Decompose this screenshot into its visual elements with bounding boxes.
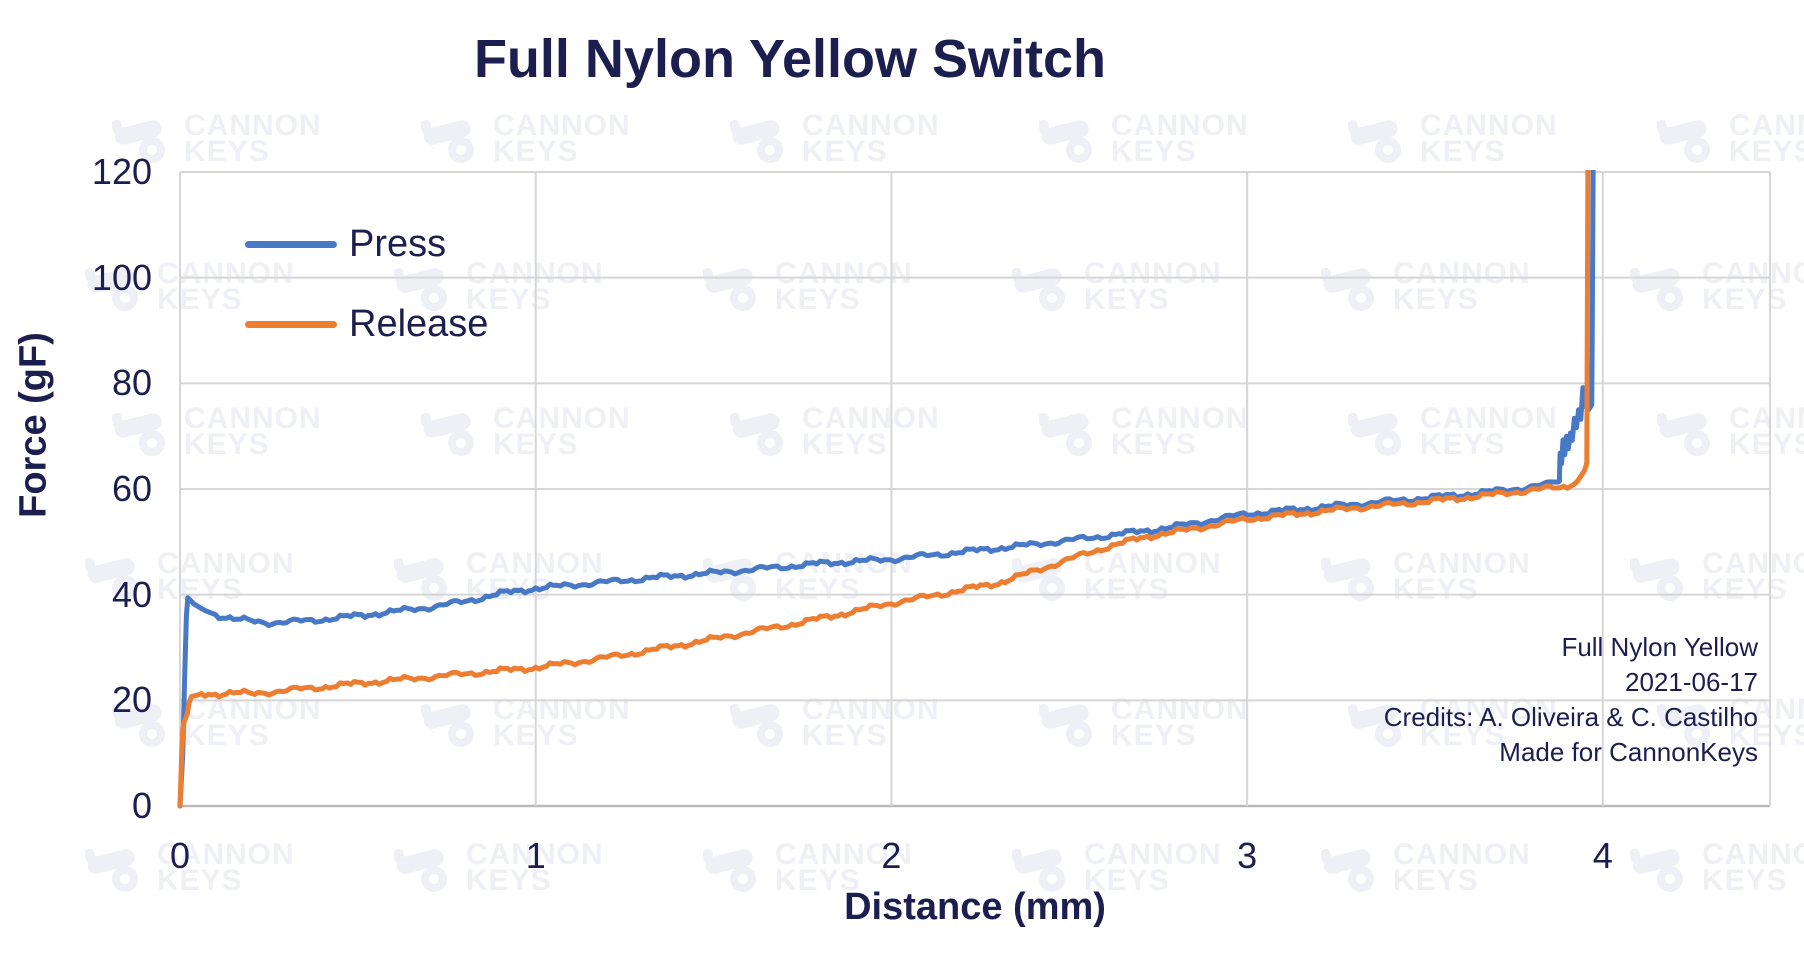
legend-item-release: Release bbox=[245, 302, 488, 346]
x-tick-label: 3 bbox=[1237, 835, 1258, 876]
y-tick-label: 80 bbox=[111, 362, 152, 404]
legend: Press Release bbox=[245, 222, 488, 382]
annotation-block: Full Nylon Yellow 2021-06-17 Credits: A.… bbox=[1384, 630, 1758, 770]
annotation-switch-name: Full Nylon Yellow bbox=[1561, 632, 1758, 662]
y-tick-label: 20 bbox=[111, 679, 152, 721]
legend-label-release: Release bbox=[349, 302, 489, 345]
legend-label-press: Press bbox=[349, 222, 447, 265]
y-tick-label: 60 bbox=[111, 468, 152, 509]
annotation-credits: Credits: A. Oliveira & C. Castilho bbox=[1383, 702, 1758, 732]
press-line-swatch bbox=[245, 240, 337, 248]
legend-item-press: Press bbox=[245, 222, 488, 266]
x-axis-title: Distance (mm) bbox=[844, 886, 1106, 928]
x-tick-label: 4 bbox=[1592, 835, 1613, 876]
x-tick-label: 0 bbox=[169, 835, 191, 876]
x-tick-label: 2 bbox=[881, 835, 902, 876]
press-curve bbox=[177, 170, 1596, 809]
y-tick-label: 120 bbox=[91, 151, 152, 192]
y-tick-label: 40 bbox=[111, 573, 152, 615]
annotation-made-for: Made for CannonKeys bbox=[1499, 737, 1758, 767]
y-tick-label: 100 bbox=[91, 256, 152, 298]
chart-title: Full Nylon Yellow Switch bbox=[473, 29, 1107, 89]
annotation-date: 2021-06-17 bbox=[1625, 667, 1758, 697]
y-tick-label: 0 bbox=[131, 785, 152, 826]
release-line-swatch bbox=[245, 320, 337, 328]
x-tick-label: 1 bbox=[525, 835, 546, 876]
release-curve bbox=[177, 170, 1591, 809]
